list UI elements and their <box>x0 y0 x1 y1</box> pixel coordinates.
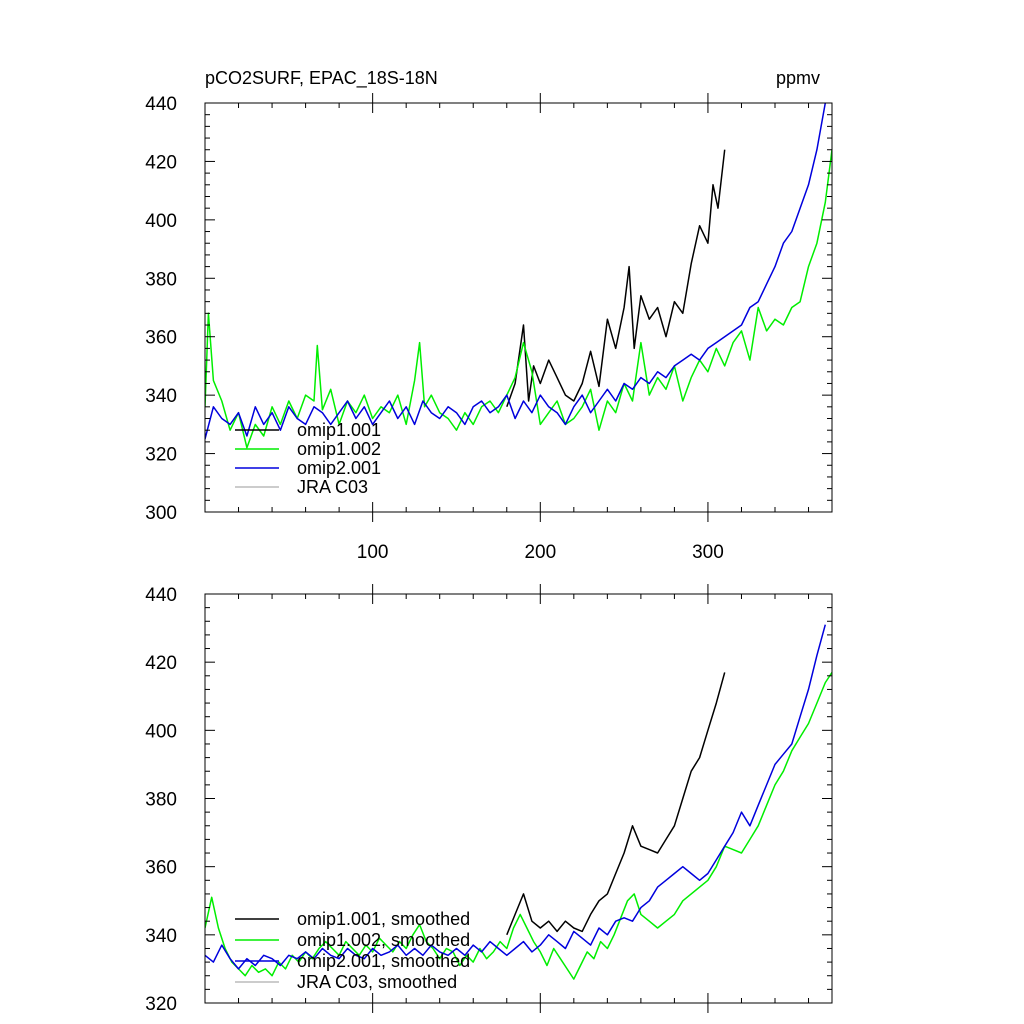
legend-label: omip2.001 <box>297 458 381 478</box>
legend-label: JRA C03, smoothed <box>297 972 457 992</box>
x-tick-label: 100 <box>357 542 389 563</box>
units-label: ppmv <box>776 68 820 88</box>
y-tick-label: 360 <box>145 858 177 879</box>
legend-label: omip1.002 <box>297 439 381 459</box>
y-tick-label: 300 <box>145 503 177 524</box>
y-tick-label: 440 <box>145 585 177 606</box>
y-tick-label: 380 <box>145 269 177 290</box>
y-tick-label: 320 <box>145 994 177 1015</box>
y-tick-label: 400 <box>145 211 177 232</box>
plot-frame <box>204 102 833 513</box>
series-line <box>506 149 726 408</box>
legend-label: omip2.001, smoothed <box>297 951 470 971</box>
y-tick-label: 340 <box>145 926 177 947</box>
y-tick-label: 420 <box>145 653 177 674</box>
series-line <box>205 624 827 970</box>
y-tick-label: 440 <box>145 94 177 115</box>
series-line <box>205 103 827 440</box>
y-tick-label: 320 <box>145 445 177 466</box>
series-line <box>506 672 726 936</box>
x-tick-label: 300 <box>692 542 724 563</box>
bottom-panel: 320 340 360 380 400 420 440 omip1.001, smoothed… <box>145 584 833 1015</box>
series-line <box>205 671 832 980</box>
legend-label: omip1.001 <box>297 420 381 440</box>
y-tick-label: 400 <box>145 721 177 742</box>
series-line <box>205 149 832 449</box>
y-tick-label: 360 <box>145 328 177 349</box>
legend-label: omip1.001, smoothed <box>297 909 470 929</box>
top-panel: 300 320 340 360 380 400 420 440 100 200 300 omip1.0… <box>145 93 833 563</box>
x-tick-label: 200 <box>524 542 556 563</box>
y-tick-label: 340 <box>145 386 177 407</box>
legend-label: JRA C03 <box>297 477 368 497</box>
y-tick-label: 380 <box>145 790 177 811</box>
chart-title: pCO2SURF, EPAC_18S-18N <box>205 68 438 89</box>
legend-label: omip1.002, smoothed <box>297 930 470 950</box>
y-tick-label: 420 <box>145 152 177 173</box>
